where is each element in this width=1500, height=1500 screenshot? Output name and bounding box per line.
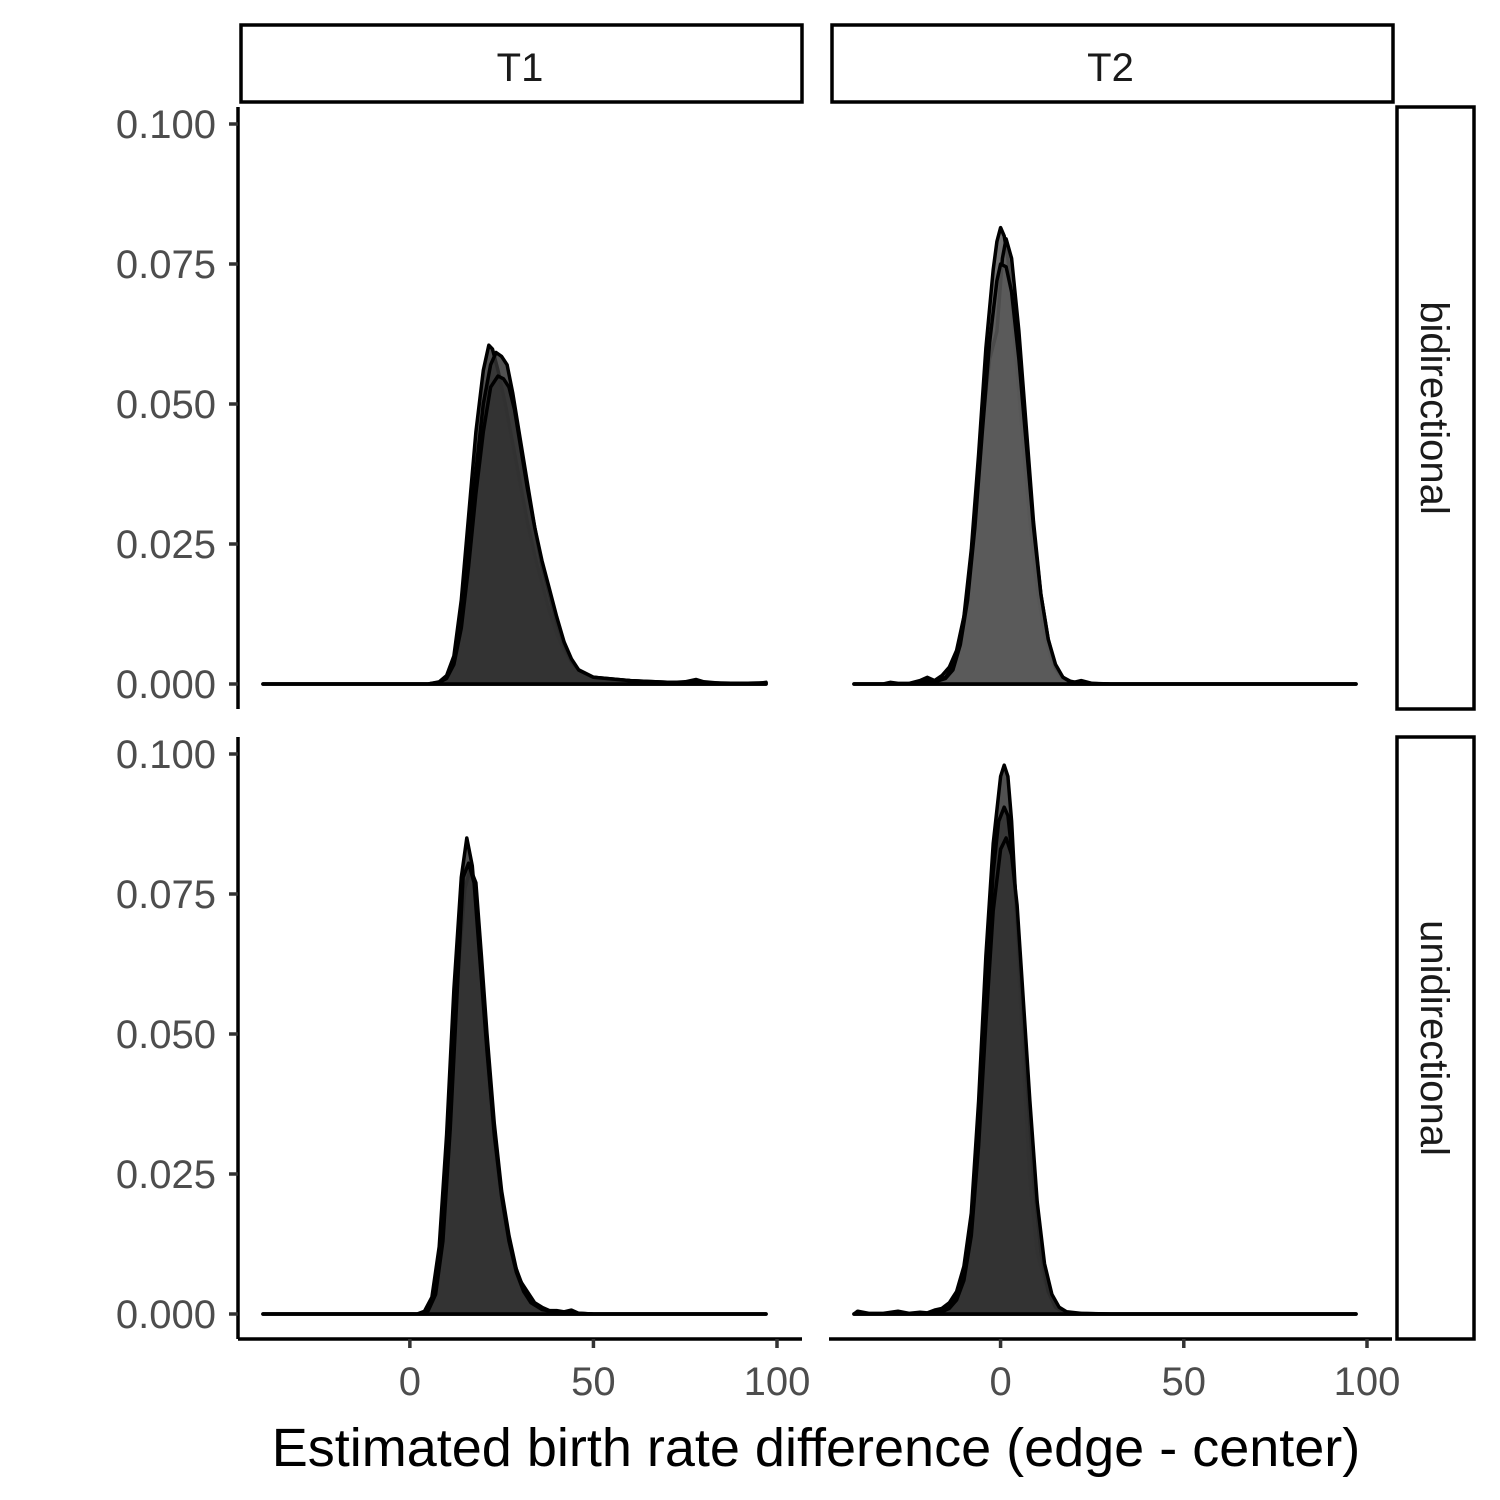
y-tick-label: 0.075 [116, 243, 216, 287]
row-strip-label: unidirectional [1412, 920, 1456, 1156]
density-area-3 [261, 374, 768, 686]
y-tick-label: 0.000 [116, 663, 216, 707]
y-tick-label: 0.050 [116, 1013, 216, 1057]
panel-T2-bidirectional [852, 225, 1358, 686]
x-tick-label: 100 [1334, 1360, 1401, 1404]
x-axis-title: Estimated birth rate difference (edge - … [272, 1418, 1361, 1478]
density-area-3 [261, 861, 768, 1316]
x-tick-label: 100 [744, 1360, 811, 1404]
y-tick-label: 0.075 [116, 873, 216, 917]
panel-T2-unidirectional [852, 763, 1358, 1316]
density-area-1 [852, 225, 1358, 686]
density-area-3 [852, 836, 1358, 1316]
row-strip [1395, 105, 1476, 711]
column-strip-label: T2 [1087, 46, 1134, 90]
panel-T1-bidirectional [261, 343, 768, 686]
x-tick-label: 0 [989, 1360, 1011, 1404]
x-tick-label: 50 [571, 1360, 616, 1404]
density-area-2 [852, 805, 1358, 1316]
y-tick-label: 0.025 [116, 1153, 216, 1197]
axes-layer: 0.000 0.025 0.050 0.075 0.100 0.000 0.025 0.050… [116, 103, 1400, 1404]
strip-layer: T1 T2 bidirectional unidirectional [239, 23, 1476, 1341]
panel-layer [261, 225, 1358, 1316]
column-strip [239, 23, 804, 104]
column-strip-label: T1 [497, 46, 544, 90]
x-tick-label: 0 [399, 1360, 421, 1404]
density-area-2 [852, 237, 1358, 686]
row-strip-label: bidirectional [1412, 301, 1456, 514]
density-area-2 [261, 867, 768, 1316]
y-tick-label: 0.000 [116, 1293, 216, 1337]
x-tick-label: 50 [1162, 1360, 1207, 1404]
y-tick-label: 0.100 [116, 103, 216, 147]
density-area-1 [261, 836, 768, 1316]
y-tick-label: 0.025 [116, 523, 216, 567]
density-area-1 [852, 763, 1358, 1316]
row-strip [1395, 735, 1476, 1341]
column-strip [830, 23, 1395, 104]
density-area-3 [852, 262, 1358, 686]
y-tick-label: 0.050 [116, 383, 216, 427]
y-tick-label: 0.100 [116, 733, 216, 777]
panel-T1-unidirectional [261, 836, 768, 1316]
